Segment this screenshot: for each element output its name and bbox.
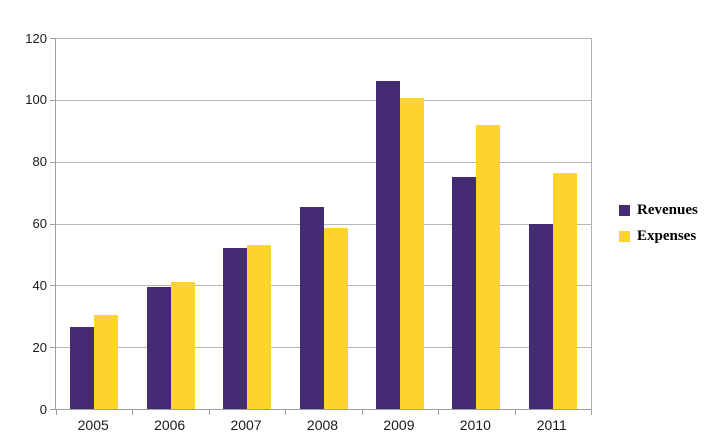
x-tick-7 xyxy=(591,410,592,415)
bar-revenues-2008 xyxy=(299,206,324,409)
bar-revenues-2006 xyxy=(146,286,171,409)
x-axis-label-2011: 2011 xyxy=(536,417,567,433)
bar-expenses-2011 xyxy=(552,172,577,409)
bar-expenses-2005 xyxy=(94,314,119,409)
bar-revenues-2011 xyxy=(528,223,553,409)
y-tick-80 xyxy=(50,161,55,163)
legend-label-revenues: Revenues xyxy=(637,202,698,218)
y-axis-label-60: 60 xyxy=(32,216,47,231)
y-axis-label-20: 20 xyxy=(32,339,47,355)
x-axis-label-2010: 2010 xyxy=(459,417,491,433)
bar-expenses-2009 xyxy=(399,98,424,409)
y-tick-100 xyxy=(50,99,55,101)
expenses-swatch-icon xyxy=(619,231,630,242)
gridline-60 xyxy=(56,223,591,225)
legend: Revenues Expenses xyxy=(619,202,698,254)
bar-expenses-2006 xyxy=(170,282,195,409)
x-axis-label-2007: 2007 xyxy=(230,417,262,433)
x-axis-label-2006: 2006 xyxy=(154,417,186,433)
gridline-80 xyxy=(56,161,591,163)
bar-revenues-2005 xyxy=(70,327,95,409)
x-tick-4 xyxy=(361,410,363,415)
y-axis-label-100: 100 xyxy=(25,92,47,108)
y-tick-60 xyxy=(50,223,55,225)
bar-revenues-2007 xyxy=(223,248,248,409)
revenues-swatch-icon xyxy=(619,205,630,216)
bar-expenses-2007 xyxy=(247,245,272,409)
x-tick-5 xyxy=(438,410,440,415)
x-tick-6 xyxy=(514,410,516,415)
bar-revenues-2009 xyxy=(375,81,400,409)
gridline-120 xyxy=(56,38,591,39)
gridline-100 xyxy=(56,99,591,101)
legend-label-expenses: Expenses xyxy=(637,228,697,244)
x-tick-0 xyxy=(56,410,57,415)
y-tick-0 xyxy=(50,409,55,410)
x-axis-label-2008: 2008 xyxy=(306,417,339,433)
plot-area xyxy=(50,38,592,415)
bar-revenues-2010 xyxy=(452,177,477,409)
bar-expenses-2010 xyxy=(476,124,501,409)
x-tick-3 xyxy=(285,410,287,415)
legend-entry-expenses: Expenses xyxy=(619,228,698,245)
y-tick-40 xyxy=(50,285,55,287)
x-axis-label-2005: 2005 xyxy=(77,417,109,433)
x-tick-1 xyxy=(132,410,134,415)
y-tick-120 xyxy=(50,38,55,39)
y-axis-label-120: 120 xyxy=(25,30,47,46)
bar-expenses-2008 xyxy=(323,228,348,409)
x-tick-2 xyxy=(208,410,210,415)
y-axis-label-40: 40 xyxy=(32,277,47,293)
y-tick-20 xyxy=(50,347,55,349)
x-axis-label-2009: 2009 xyxy=(383,417,415,433)
y-axis-label-0: 0 xyxy=(39,401,47,417)
y-axis-label-80: 80 xyxy=(32,154,47,170)
legend-entry-revenues: Revenues xyxy=(619,202,698,219)
